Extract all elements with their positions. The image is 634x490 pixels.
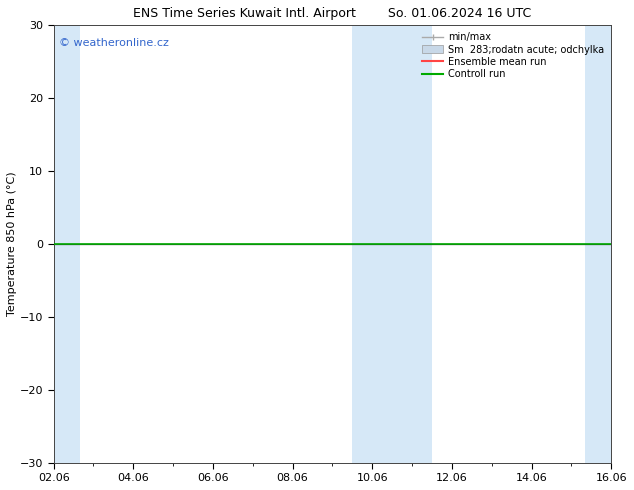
Text: © weatheronline.cz: © weatheronline.cz [59, 38, 169, 49]
Bar [585, 25, 611, 463]
Y-axis label: Temperature 850 hPa (°C): Temperature 850 hPa (°C) [7, 172, 17, 316]
Bar [54, 25, 79, 463]
Legend: min/max, Sm  283;rodatn acute; odchylka, Ensemble mean run, Controll run: min/max, Sm 283;rodatn acute; odchylka, … [420, 30, 606, 81]
Bar [353, 25, 432, 463]
Title: ENS Time Series Kuwait Intl. Airport        So. 01.06.2024 16 UTC: ENS Time Series Kuwait Intl. Airport So.… [133, 7, 531, 20]
